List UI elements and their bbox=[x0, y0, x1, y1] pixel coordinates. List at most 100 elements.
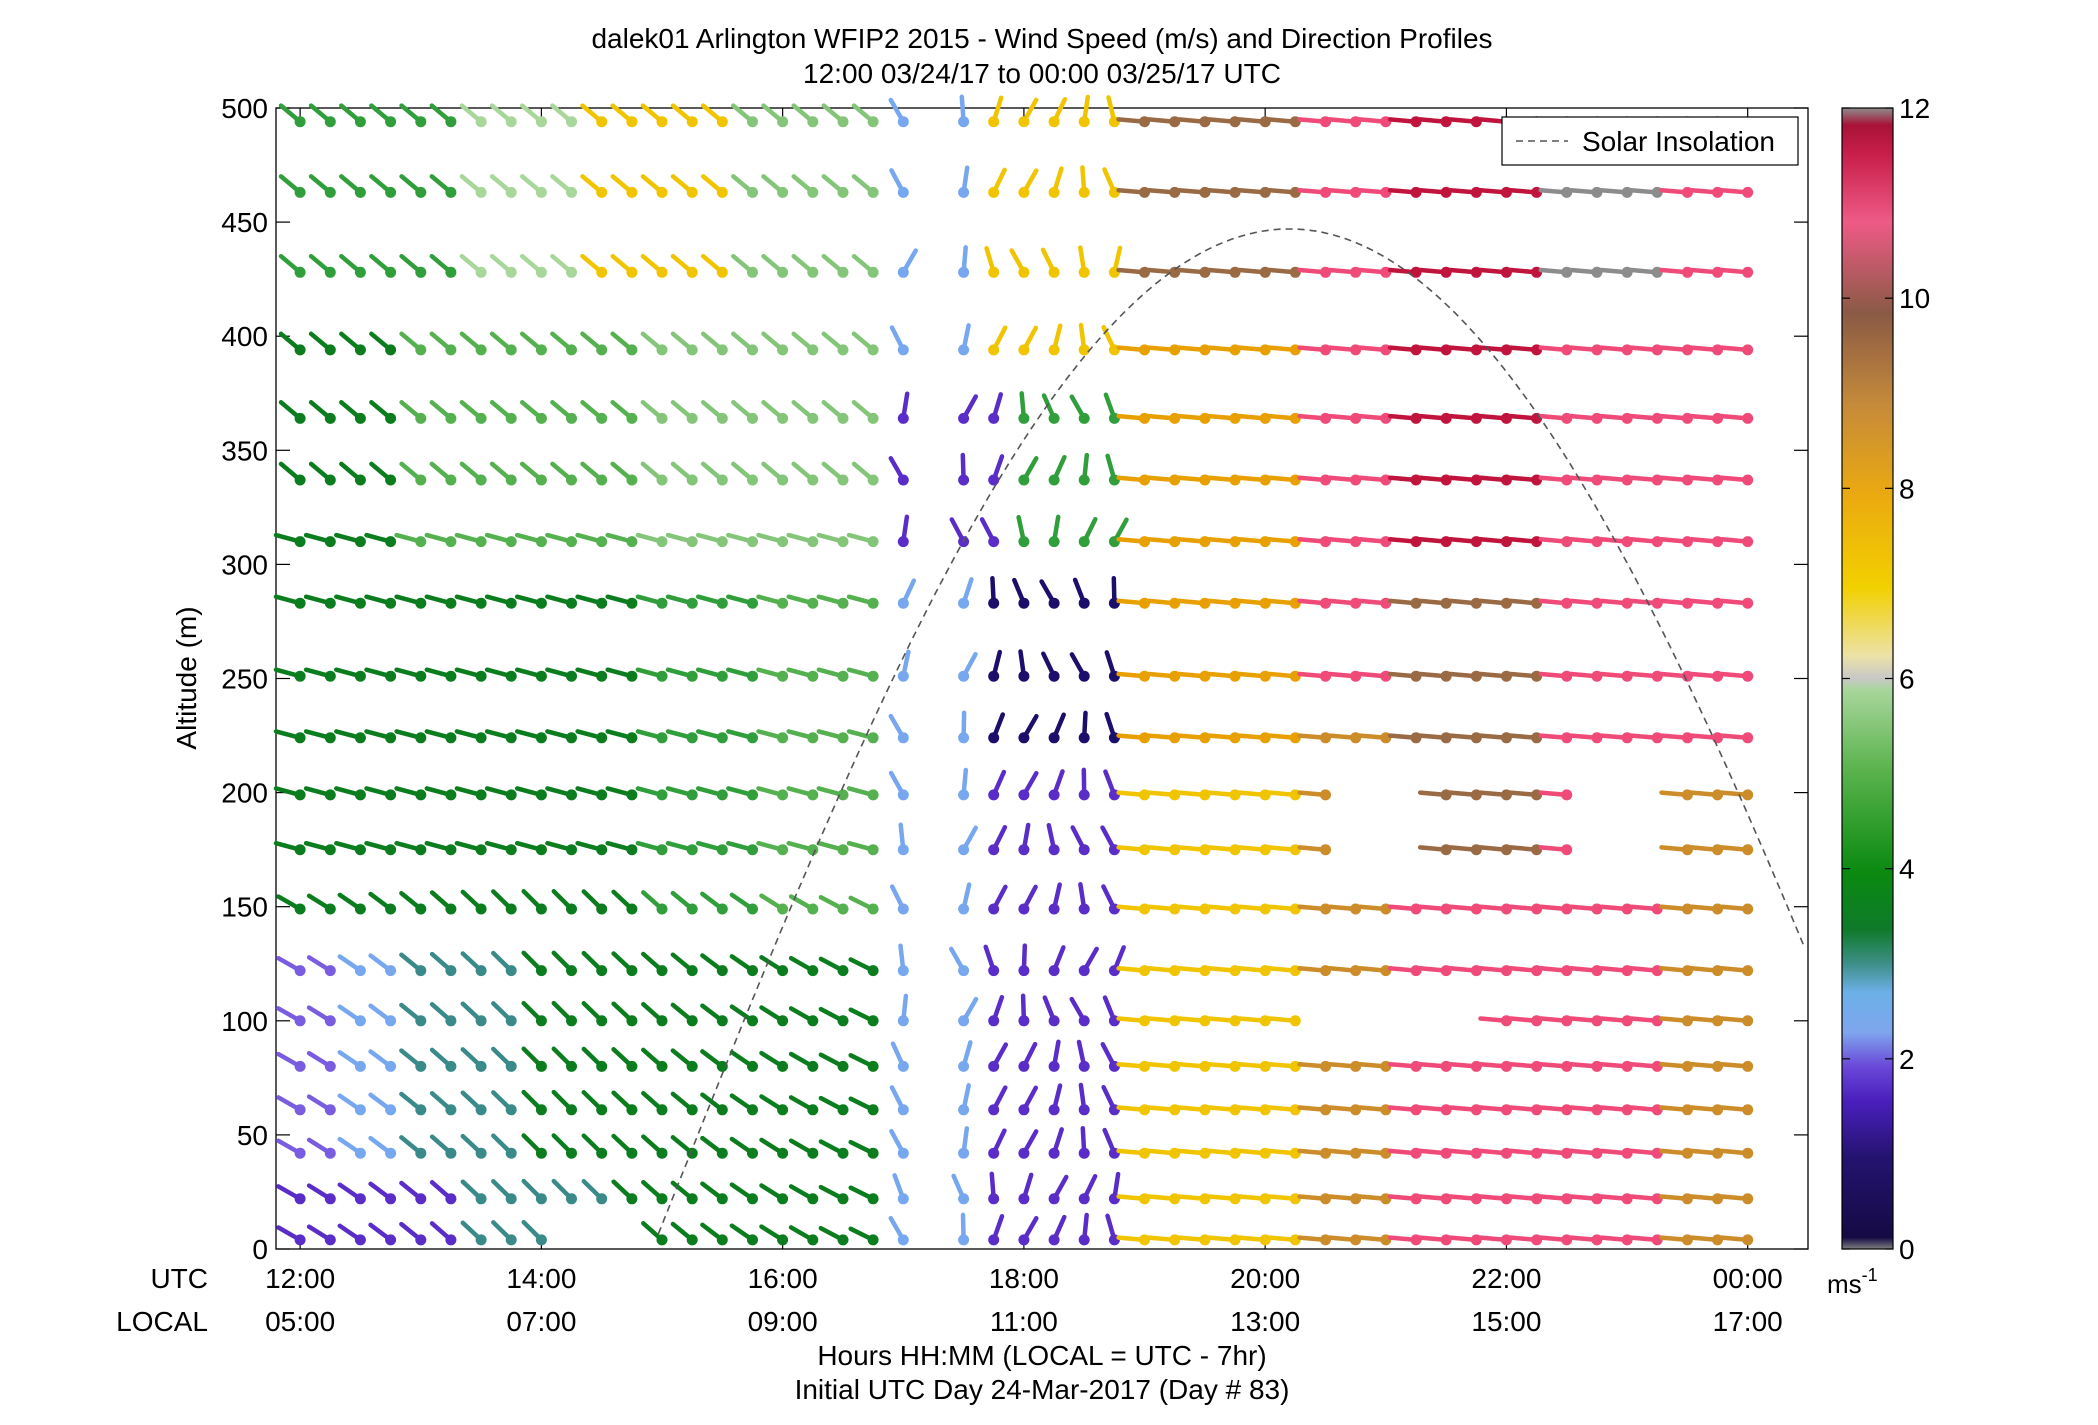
wind-barb-dot bbox=[656, 412, 668, 424]
wind-barb-dot bbox=[324, 1147, 336, 1159]
wind-barb-dot bbox=[385, 116, 397, 128]
wind-barb-dot bbox=[535, 1104, 547, 1116]
wind-barb-dot bbox=[385, 536, 397, 548]
wind-barb-dot bbox=[1742, 536, 1754, 548]
colorbar-tick-label: 0 bbox=[1899, 1234, 1915, 1265]
x-tick-label-local: 11:00 bbox=[990, 1306, 1058, 1337]
wind-barb-dot bbox=[354, 412, 366, 424]
wind-barb-dot bbox=[294, 1234, 306, 1246]
wind-barb-dot bbox=[837, 344, 849, 356]
wind-barb-dot bbox=[1048, 1234, 1060, 1246]
wind-barb-dot bbox=[837, 670, 849, 682]
wind-barb-dot bbox=[747, 1104, 758, 1116]
y-tick-label: 150 bbox=[221, 892, 268, 923]
wind-barb-dot bbox=[1078, 597, 1090, 609]
wind-barb-dot bbox=[324, 732, 336, 744]
wind-barb-dot bbox=[1078, 536, 1090, 548]
wind-barb-dot bbox=[716, 344, 728, 356]
wind-barb-dot bbox=[445, 670, 457, 682]
wind-barb-dot bbox=[294, 1147, 306, 1159]
wind-barb-dot bbox=[867, 1015, 879, 1027]
wind-barb-dot bbox=[897, 597, 909, 609]
wind-barb-dot bbox=[415, 965, 427, 977]
wind-barb-dot bbox=[596, 1060, 608, 1072]
wind-barb-dot bbox=[1018, 1147, 1030, 1159]
wind-barb-dot bbox=[747, 789, 758, 801]
wind-barb-dot bbox=[566, 412, 577, 424]
wind-barb-dot bbox=[1078, 1104, 1090, 1116]
wind-barb-dot bbox=[1742, 732, 1754, 744]
wind-barb-dot bbox=[354, 1234, 366, 1246]
wind-barb-dot bbox=[505, 186, 517, 198]
wind-barb-dot bbox=[1742, 1193, 1754, 1205]
wind-barb-dot bbox=[445, 186, 457, 198]
x-tick-label-utc: 16:00 bbox=[748, 1263, 818, 1294]
wind-barb-dot bbox=[475, 474, 487, 486]
wind-barb-dot bbox=[777, 670, 789, 682]
wind-barb-dot bbox=[566, 789, 577, 801]
wind-barb-dot bbox=[716, 412, 728, 424]
wind-barb-dot bbox=[747, 1015, 758, 1027]
wind-barb-dot bbox=[626, 789, 638, 801]
wind-barb-dot bbox=[837, 1104, 849, 1116]
chart-subtitle: 12:00 03/24/17 to 00:00 03/25/17 UTC bbox=[803, 58, 1281, 89]
wind-barb-dot bbox=[807, 1147, 819, 1159]
wind-barb-dot bbox=[777, 1060, 789, 1072]
wind-barb-dot bbox=[1018, 903, 1030, 915]
wind-barb-dot bbox=[1742, 965, 1754, 977]
wind-barb-dot bbox=[1742, 789, 1754, 801]
wind-barb-dot bbox=[777, 1147, 789, 1159]
wind-barb-dot bbox=[656, 1147, 668, 1159]
wind-barb-dot bbox=[294, 1104, 306, 1116]
wind-barb-dot bbox=[1018, 844, 1030, 856]
wind-barb-dot bbox=[656, 1015, 668, 1027]
wind-barb-dot bbox=[807, 1104, 819, 1116]
wind-barb-dot bbox=[1078, 474, 1090, 486]
wind-barb-dot bbox=[535, 412, 547, 424]
wind-barb-dot bbox=[958, 789, 970, 801]
wind-barb-dot bbox=[505, 344, 517, 356]
wind-barbs bbox=[273, 94, 1754, 1246]
wind-barb-dot bbox=[505, 789, 517, 801]
wind-barb-dot bbox=[626, 116, 638, 128]
wind-barb-dot bbox=[1742, 1060, 1754, 1072]
wind-barb-dot bbox=[837, 965, 849, 977]
wind-barb-dot bbox=[656, 597, 668, 609]
wind-barb-dot bbox=[958, 266, 970, 278]
wind-barb-dot bbox=[1078, 1015, 1090, 1027]
wind-barb-dot bbox=[656, 266, 668, 278]
wind-barb-dot bbox=[294, 903, 306, 915]
wind-barb-dot bbox=[656, 1193, 668, 1205]
wind-barb-dot bbox=[294, 116, 306, 128]
wind-barb-dot bbox=[415, 474, 427, 486]
wind-barb-dot bbox=[747, 536, 758, 548]
wind-barb-dot bbox=[535, 1147, 547, 1159]
wind-barb-dot bbox=[807, 1015, 819, 1027]
wind-barb-dot bbox=[1078, 186, 1090, 198]
wind-barb-dot bbox=[385, 1234, 397, 1246]
wind-barb-dot bbox=[897, 116, 909, 128]
wind-barb-dot bbox=[716, 965, 728, 977]
wind-barb-dot bbox=[686, 903, 698, 915]
wind-barb-dot bbox=[475, 1015, 487, 1027]
wind-barb-dot bbox=[897, 536, 909, 548]
wind-barb-dot bbox=[294, 1193, 306, 1205]
wind-barb-dot bbox=[1078, 965, 1090, 977]
colorbar-tick-label: 4 bbox=[1899, 854, 1915, 885]
wind-barb-dot bbox=[294, 412, 306, 424]
wind-barb-dot bbox=[1048, 844, 1060, 856]
colorbar-tick-label: 2 bbox=[1899, 1044, 1915, 1075]
wind-barb-dot bbox=[505, 965, 517, 977]
wind-barb-dot bbox=[566, 1193, 577, 1205]
wind-barb-dot bbox=[445, 844, 457, 856]
chart-title: dalek01 Arlington WFIP2 2015 - Wind Spee… bbox=[591, 23, 1492, 54]
wind-barb-dot bbox=[505, 670, 517, 682]
wind-barb-dot bbox=[415, 903, 427, 915]
wind-barb-dot bbox=[837, 116, 849, 128]
wind-barb-dot bbox=[505, 844, 517, 856]
wind-barb-dot bbox=[988, 1193, 1000, 1205]
wind-barb-dot bbox=[475, 670, 487, 682]
wind-barb-dot bbox=[656, 1104, 668, 1116]
wind-barb-dot bbox=[958, 1147, 970, 1159]
wind-barb-dot bbox=[1048, 536, 1060, 548]
